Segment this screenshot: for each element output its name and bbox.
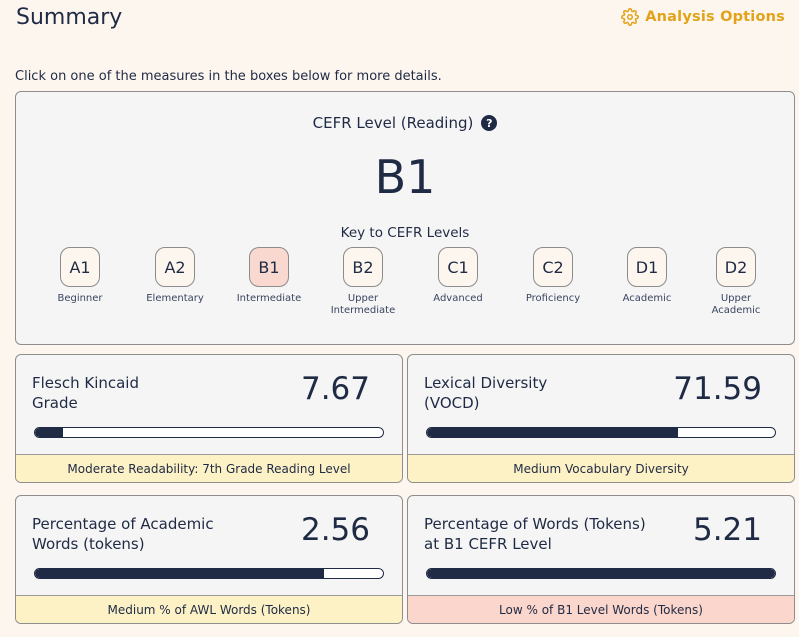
level-badge: D2: [716, 247, 756, 287]
help-icon[interactable]: ?: [481, 115, 498, 131]
cefr-title: CEFR Level (Reading): [312, 114, 474, 132]
level-label: Beginner: [57, 293, 103, 304]
cefr-key-title: Key to CEFR Levels: [340, 225, 470, 241]
level-label: Advanced: [433, 293, 483, 304]
progress-bar: [426, 427, 776, 438]
level-badge: D1: [627, 247, 667, 287]
metric-label: Percentage of Words (Tokens) at B1 CEFR …: [424, 515, 646, 553]
cefr-level-c2: C2 Proficiency: [508, 247, 598, 305]
lexical-diversity-card[interactable]: Lexical Diversity (VOCD) 71.59 Medium Vo…: [407, 354, 795, 483]
level-label: Academic: [622, 293, 672, 304]
level-badge: B2: [343, 247, 383, 287]
level-badge-active: B1: [249, 247, 289, 287]
metric-label: Flesch Kincaid Grade: [32, 374, 139, 412]
b1-words-card[interactable]: Percentage of Words (Tokens) at B1 CEFR …: [407, 495, 795, 624]
metric-value: 7.67: [300, 371, 370, 407]
level-badge: A2: [155, 247, 195, 287]
instructions-text: Click on one of the measures in the boxe…: [15, 69, 442, 84]
progress-fill: [35, 428, 63, 437]
metric-value: 5.21: [692, 512, 762, 548]
cefr-level-a1: A1 Beginner: [35, 247, 125, 305]
cefr-level-value: B1: [374, 150, 436, 204]
metric-footer: Low % of B1 Level Words (Tokens): [408, 595, 794, 623]
cefr-level-d2: D2 Upper Academic: [691, 247, 781, 317]
level-label: Intermediate: [236, 293, 302, 304]
page-title: Summary: [16, 5, 123, 30]
cefr-level-a2: A2 Elementary: [130, 247, 220, 305]
metric-footer: Medium Vocabulary Diversity: [408, 454, 794, 482]
gear-icon: [621, 8, 640, 26]
metric-value: 71.59: [673, 371, 762, 407]
analysis-options-button[interactable]: Analysis Options: [621, 8, 785, 26]
level-badge: C2: [533, 247, 573, 287]
level-label: Elementary: [146, 293, 204, 304]
progress-bar: [34, 568, 384, 579]
cefr-level-b2: B2 Upper Intermediate: [318, 247, 408, 317]
progress-fill: [427, 428, 678, 437]
flesch-kincaid-card[interactable]: Flesch Kincaid Grade 7.67 Moderate Reada…: [15, 354, 403, 483]
progress-bar: [426, 568, 776, 579]
metric-footer: Moderate Readability: 7th Grade Reading …: [16, 454, 402, 482]
cefr-level-b1: B1 Intermediate: [224, 247, 314, 305]
progress-fill: [427, 569, 775, 578]
metric-label: Percentage of Academic Words (tokens): [32, 515, 214, 553]
level-badge: A1: [60, 247, 100, 287]
metric-footer: Medium % of AWL Words (Tokens): [16, 595, 402, 623]
level-badge: C1: [438, 247, 478, 287]
metric-value: 2.56: [300, 512, 370, 548]
metric-label: Lexical Diversity (VOCD): [424, 374, 548, 412]
analysis-options-label: Analysis Options: [645, 9, 785, 25]
cefr-level-c1: C1 Advanced: [413, 247, 503, 305]
level-label: Proficiency: [525, 293, 581, 304]
progress-bar: [34, 427, 384, 438]
academic-words-card[interactable]: Percentage of Academic Words (tokens) 2.…: [15, 495, 403, 624]
cefr-level-d1: D1 Academic: [602, 247, 692, 305]
level-label: Upper Academic: [711, 293, 761, 316]
level-label: Upper Intermediate: [330, 293, 396, 316]
cefr-level-card[interactable]: CEFR Level (Reading) ? B1 Key to CEFR Le…: [15, 91, 795, 345]
progress-fill: [35, 569, 324, 578]
